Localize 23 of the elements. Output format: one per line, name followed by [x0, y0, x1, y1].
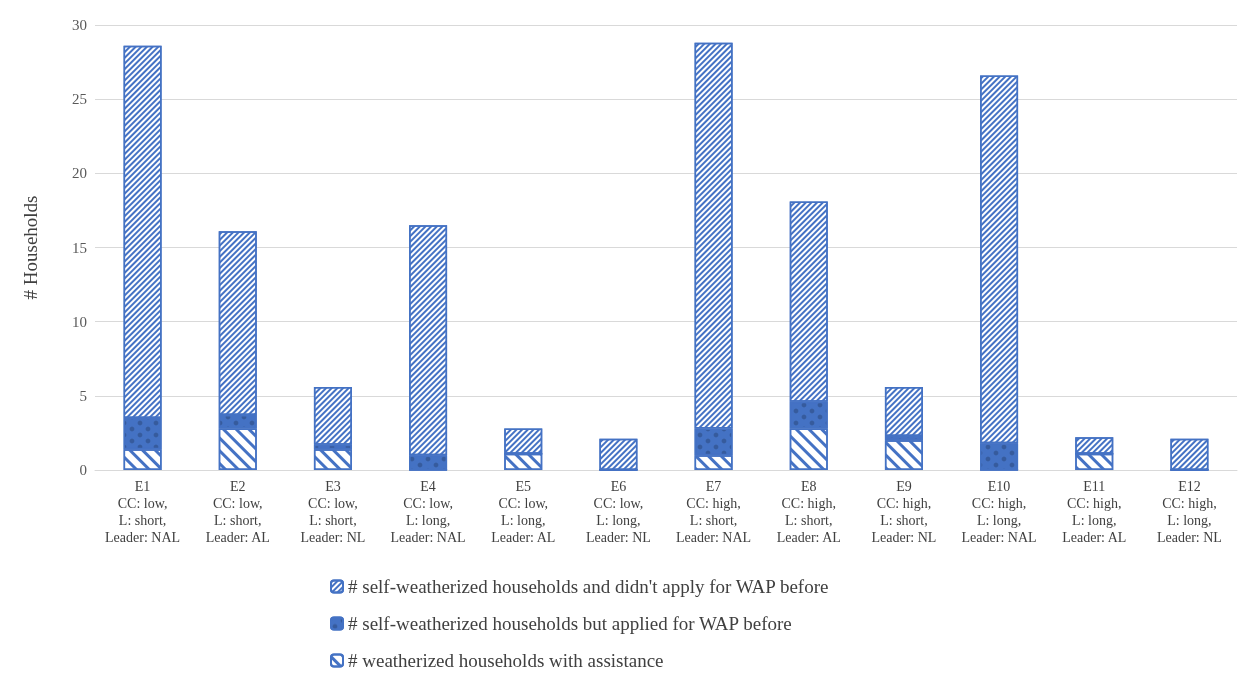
y-tick-label: 15 — [72, 239, 87, 256]
y-tick-label: 10 — [72, 313, 87, 330]
x-tick-label: E9 CC: high, L: short, Leader: NL — [871, 479, 937, 545]
x-tick-label: E4 CC: low, L: long, Leader: NAL — [390, 479, 466, 545]
x-tick-label: E2 CC: low, L: short, Leader: AL — [205, 479, 270, 545]
x-tick-label: E10 CC: high, L: long, Leader: NAL — [961, 479, 1037, 545]
x-tick-label: E7 CC: high, L: short, Leader: NAL — [676, 479, 752, 545]
legend-label: # self-weatherized households but applied for WAP before — [348, 613, 792, 634]
x-tick-label: E12 CC: high, L: long, Leader: NL — [1156, 479, 1222, 545]
x-tick-label: E5 CC: low, L: long, Leader: AL — [491, 479, 556, 545]
y-axis-title: # Households — [20, 195, 41, 300]
x-tick-label: E1 CC: low, L: short, Leader: NAL — [105, 479, 181, 545]
y-tick-label: 30 — [72, 17, 87, 33]
y-tick-label: 5 — [79, 387, 87, 404]
x-tick-label: E3 CC: low, L: short, Leader: NL — [300, 479, 366, 545]
legend-label: # weatherized households with assistance — [348, 650, 664, 671]
y-tick-label: 20 — [72, 165, 87, 182]
x-tick-label: E8 CC: high, L: short, Leader: AL — [776, 479, 841, 545]
y-tick-label: 25 — [72, 91, 87, 108]
x-tick-label: E6 CC: low, L: long, Leader: NL — [585, 479, 651, 545]
legend-label: # self-weatherized households and didn't apply for WAP before — [348, 576, 829, 597]
x-tick-label: E11 CC: high, L: long, Leader: AL — [1062, 479, 1127, 545]
y-tick-label: 0 — [79, 462, 87, 478]
